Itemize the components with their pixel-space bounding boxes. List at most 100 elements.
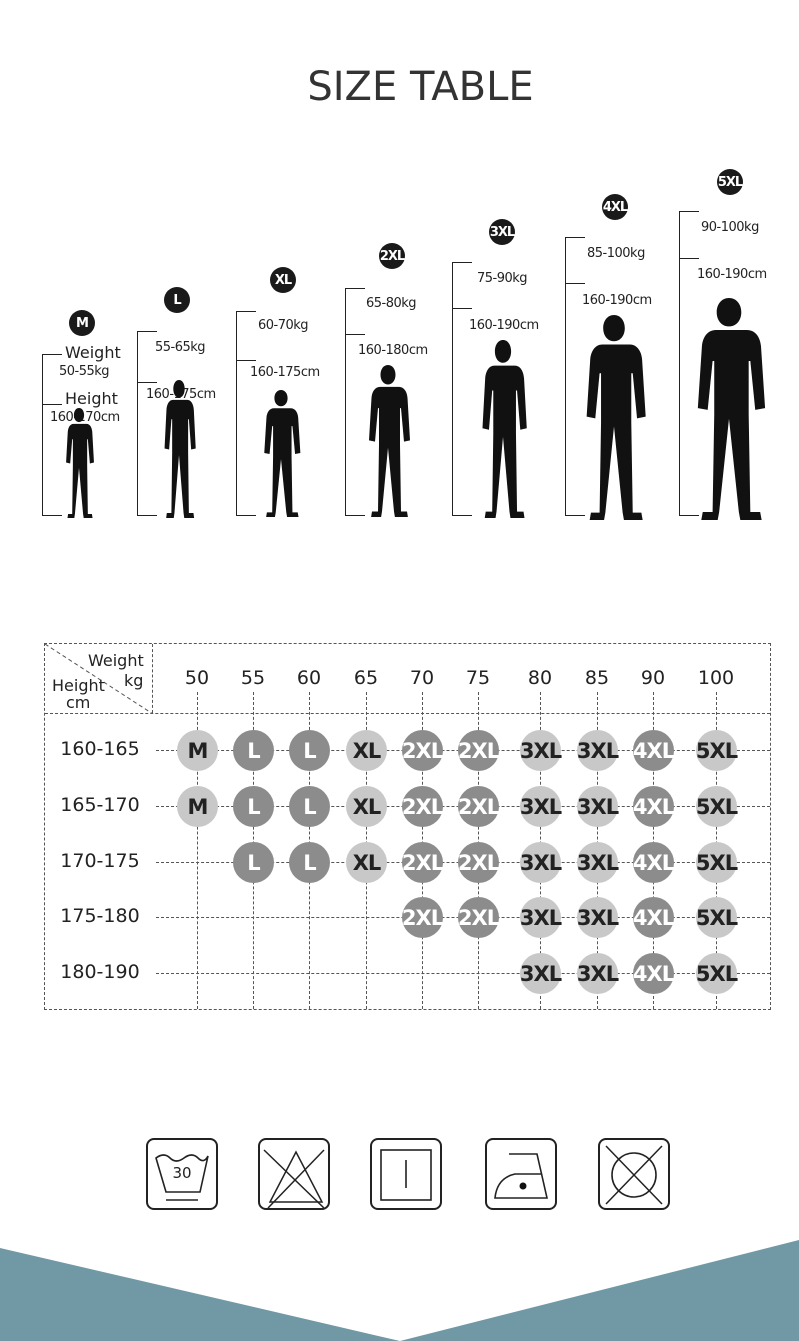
size-badge: L	[164, 287, 190, 313]
height-row-label: 165-170	[45, 794, 155, 816]
size-cell: 3XL	[577, 842, 619, 883]
height-range: 160-190cm	[469, 318, 539, 333]
size-badge: M	[69, 310, 95, 336]
corner-divider	[152, 644, 153, 713]
weight-header: 75	[465, 667, 491, 689]
bracket-tick	[137, 331, 157, 332]
do-not-tumble-dry-icon	[598, 1138, 670, 1210]
size-cell: 4XL	[633, 842, 675, 883]
weight-range: 55-65kg	[155, 340, 206, 355]
size-bracket	[565, 237, 566, 515]
size-cell: 2XL	[458, 730, 500, 771]
size-cell: 3XL	[520, 897, 562, 938]
man-silhouette-icon	[369, 365, 410, 517]
bracket-tick	[565, 237, 585, 238]
weight-range: 60-70kg	[258, 318, 309, 333]
size-bracket	[345, 288, 346, 515]
weight-range: 50-55kg	[59, 364, 110, 379]
weight-header: 55	[240, 667, 266, 689]
bracket-tick	[565, 515, 585, 516]
size-cell: 3XL	[520, 953, 562, 994]
bracket-tick	[137, 382, 157, 383]
weight-header: 85	[584, 667, 610, 689]
size-cell: L	[289, 786, 330, 827]
size-cell: XL	[346, 786, 387, 827]
size-cell: 4XL	[633, 897, 675, 938]
weight-header: 80	[527, 667, 553, 689]
size-cell: L	[289, 842, 330, 883]
weight-range: 75-90kg	[477, 271, 528, 286]
man-silhouette-icon	[164, 380, 196, 518]
corner-weight: Weight	[88, 651, 144, 670]
header-divider	[45, 713, 770, 714]
grid-column-line	[197, 692, 198, 1009]
height-range: 160-190cm	[697, 267, 767, 282]
bracket-tick	[452, 515, 472, 516]
height-range: 160-175cm	[250, 365, 320, 380]
weight-header: 50	[184, 667, 210, 689]
size-badge: 5XL	[717, 169, 743, 195]
wash-temperature: 30	[172, 1164, 192, 1182]
size-cell: 3XL	[577, 953, 619, 994]
height-caption: Height	[65, 389, 118, 408]
corner-height: Height	[52, 676, 105, 695]
bracket-tick	[137, 515, 157, 516]
size-cell: 4XL	[633, 730, 675, 771]
man-silhouette-icon	[264, 390, 301, 517]
bracket-tick	[42, 354, 62, 355]
size-cell: 2XL	[402, 842, 444, 883]
bracket-tick	[345, 515, 365, 516]
size-cell: 3XL	[577, 786, 619, 827]
height-range: 160-180cm	[358, 343, 428, 358]
bottom-banner	[0, 1240, 799, 1341]
size-cell: XL	[346, 842, 387, 883]
line-dry-icon	[370, 1138, 442, 1210]
corner-weight-unit: kg	[124, 671, 144, 690]
bracket-tick	[236, 515, 256, 516]
size-cell: 3XL	[577, 897, 619, 938]
size-cell: 5XL	[696, 953, 738, 994]
bracket-tick	[236, 360, 256, 361]
size-cell: 2XL	[402, 786, 444, 827]
bracket-tick	[42, 404, 62, 405]
weight-range: 90-100kg	[701, 220, 759, 235]
man-silhouette-icon	[66, 408, 94, 518]
size-cell: 5XL	[696, 786, 738, 827]
bracket-tick	[452, 262, 472, 263]
size-badge: 4XL	[602, 194, 628, 220]
man-silhouette-icon	[586, 315, 646, 520]
size-cell: 3XL	[520, 786, 562, 827]
grid-row-line	[151, 973, 770, 974]
size-badge: 2XL	[379, 243, 405, 269]
size-cell: 3XL	[577, 730, 619, 771]
man-silhouette-icon	[482, 340, 527, 518]
weight-header: 90	[640, 667, 666, 689]
size-table: Weight kg Height cm 50 55 60 65 70 75 80 85 90 100 160…	[44, 643, 771, 1010]
height-range: 160-190cm	[582, 293, 652, 308]
iron-low-icon	[485, 1138, 557, 1210]
weight-header: 70	[409, 667, 435, 689]
size-cell: 5XL	[696, 730, 738, 771]
size-bracket	[137, 331, 138, 515]
weight-range: 65-80kg	[366, 296, 417, 311]
size-cell: L	[233, 786, 274, 827]
weight-range: 85-100kg	[587, 246, 645, 261]
size-cell: 4XL	[633, 786, 675, 827]
size-badge: XL	[270, 267, 296, 293]
height-row-label: 160-165	[45, 738, 155, 760]
wash-30-icon: 30	[146, 1138, 218, 1210]
size-cell: 5XL	[696, 842, 738, 883]
weight-header: 60	[296, 667, 322, 689]
size-bracket	[452, 262, 453, 515]
size-cell: 3XL	[520, 730, 562, 771]
corner-diagonal	[45, 644, 153, 714]
size-cell: 2XL	[402, 730, 444, 771]
bracket-tick	[42, 515, 62, 516]
size-cell: L	[233, 842, 274, 883]
bracket-tick	[345, 334, 365, 335]
size-cell: 2XL	[458, 897, 500, 938]
size-cell: L	[289, 730, 330, 771]
bracket-tick	[679, 258, 699, 259]
corner-height-unit: cm	[66, 693, 91, 712]
